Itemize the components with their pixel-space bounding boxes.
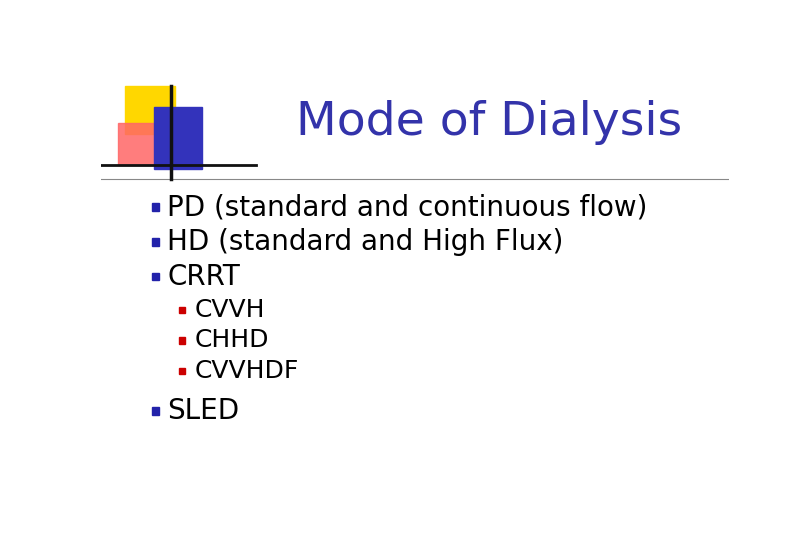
Bar — [179, 338, 185, 343]
Bar — [151, 204, 160, 211]
Bar — [179, 368, 185, 374]
Bar — [154, 107, 202, 169]
Text: CRRT: CRRT — [167, 262, 240, 291]
Text: HD (standard and High Flux): HD (standard and High Flux) — [167, 228, 564, 256]
Text: Mode of Dialysis: Mode of Dialysis — [296, 100, 682, 145]
Bar — [151, 273, 160, 280]
Bar — [179, 307, 185, 313]
Text: CVVHDF: CVVHDF — [194, 359, 299, 383]
Text: PD (standard and continuous flow): PD (standard and continuous flow) — [167, 193, 647, 221]
Bar — [125, 86, 175, 134]
Bar — [118, 123, 171, 165]
Text: CHHD: CHHD — [194, 328, 269, 353]
Text: CVVH: CVVH — [194, 298, 265, 322]
Bar — [151, 238, 160, 246]
Text: SLED: SLED — [167, 397, 239, 426]
Bar — [151, 408, 160, 415]
